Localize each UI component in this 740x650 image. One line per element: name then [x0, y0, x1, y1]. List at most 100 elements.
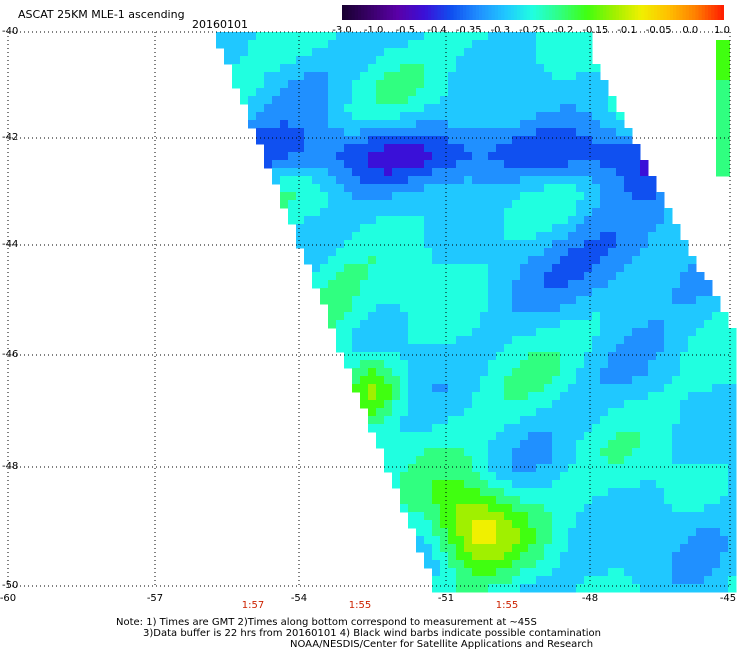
swath-cell	[648, 536, 657, 545]
swath-cell	[400, 416, 409, 425]
swath-cell	[448, 64, 457, 73]
swath-cell	[336, 112, 345, 121]
swath-cell	[616, 536, 625, 545]
swath-cell	[408, 312, 417, 321]
swath-cell	[624, 408, 633, 417]
swath-cell	[280, 128, 289, 137]
swath-cell	[592, 416, 601, 425]
swath-cell	[376, 424, 385, 433]
swath-cell	[584, 328, 593, 337]
swath-cell	[392, 400, 401, 409]
swath-cell	[624, 336, 633, 345]
swath-cell	[472, 440, 481, 449]
swath-cell	[400, 280, 409, 289]
swath-cell	[680, 304, 689, 313]
swath-cell	[536, 72, 545, 81]
swath-cell	[400, 304, 409, 313]
swath-cell	[360, 136, 369, 145]
swath-cell	[432, 200, 441, 209]
swath-cell	[312, 128, 321, 137]
swath-cell	[600, 464, 609, 473]
swath-cell	[272, 64, 281, 73]
swath-cell	[520, 360, 529, 369]
swath-cell	[400, 496, 409, 505]
swath-cell	[688, 464, 697, 473]
swath-cell	[664, 408, 673, 417]
swath-cell	[552, 392, 561, 401]
swath-cell	[648, 296, 657, 305]
swath-cell	[328, 320, 337, 329]
swath-cell	[544, 288, 553, 297]
swath-cell	[440, 512, 449, 521]
swath-cell	[432, 88, 441, 97]
swath-cell	[448, 48, 457, 57]
swath-cell	[592, 464, 601, 473]
swath-cell	[512, 584, 521, 593]
swath-cell	[592, 448, 601, 457]
swath-cell	[376, 224, 385, 233]
swath-cell	[520, 424, 529, 433]
swath-cell	[552, 584, 561, 593]
swath-cell	[536, 432, 545, 441]
swath-cell	[624, 256, 633, 265]
swath-cell	[544, 584, 553, 593]
swath-cell	[296, 96, 305, 105]
swath-cell	[456, 520, 465, 529]
swath-cell	[536, 584, 545, 593]
swath-cell	[408, 136, 417, 145]
swath-cell	[716, 112, 730, 121]
swath-cell	[560, 504, 569, 513]
swath-cell	[424, 480, 433, 489]
swath-cell	[720, 392, 729, 401]
swath-cell	[472, 328, 481, 337]
swath-cell	[456, 152, 465, 161]
swath-cell	[568, 424, 577, 433]
swath-cell	[704, 432, 713, 441]
color-scale-segment	[533, 5, 537, 20]
swath-cell	[456, 200, 465, 209]
swath-cell	[288, 128, 297, 137]
swath-cell	[640, 336, 649, 345]
swath-cell	[648, 464, 657, 473]
swath-cell	[440, 296, 449, 305]
swath-cell	[288, 64, 297, 73]
swath-cell	[392, 56, 401, 65]
swath-cell	[376, 280, 385, 289]
swath-cell	[368, 120, 377, 129]
swath-cell	[536, 296, 545, 305]
swath-cell	[304, 152, 313, 161]
swath-cell	[416, 472, 425, 481]
swath-cell	[704, 568, 713, 577]
swath-cell	[560, 40, 569, 49]
swath-cell	[416, 288, 425, 297]
swath-cell	[424, 104, 433, 113]
swath-cell	[504, 448, 513, 457]
swath-cell	[512, 344, 521, 353]
swath-cell	[304, 184, 313, 193]
swath-cell	[376, 440, 385, 449]
swath-cell	[544, 112, 553, 121]
swath-cell	[320, 232, 329, 241]
swath-cell	[672, 360, 681, 369]
swath-cell	[328, 184, 337, 193]
swath-cell	[536, 216, 545, 225]
swath-cell	[552, 496, 561, 505]
swath-cell	[272, 128, 281, 137]
swath-cell	[504, 464, 513, 473]
swath-cell	[496, 576, 505, 585]
swath-cell	[448, 280, 457, 289]
swath-cell	[376, 120, 385, 129]
swath-cell	[608, 336, 617, 345]
swath-cell	[376, 168, 385, 177]
swath-cell	[360, 224, 369, 233]
swath-cell	[392, 152, 401, 161]
swath-cell	[448, 176, 457, 185]
swath-cell	[528, 432, 537, 441]
swath-cell	[664, 448, 673, 457]
swath-cell	[568, 472, 577, 481]
swath-cell	[584, 312, 593, 321]
swath-cell	[384, 80, 393, 89]
swath-cell	[424, 448, 433, 457]
swath-cell	[392, 240, 401, 249]
swath-cell	[304, 240, 313, 249]
